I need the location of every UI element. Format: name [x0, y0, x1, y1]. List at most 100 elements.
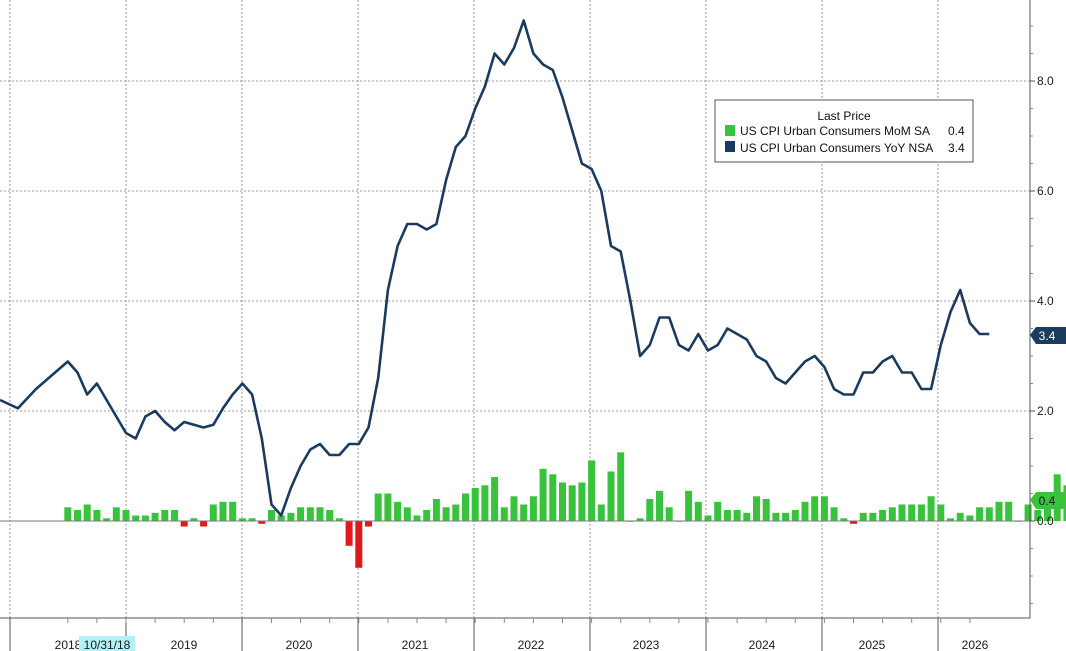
- mom-bar: [723, 510, 731, 521]
- mom-bar: [704, 515, 712, 521]
- legend: Last Price US CPI Urban Consumers MoM SA…: [714, 99, 974, 163]
- mom-bar: [985, 507, 993, 522]
- mom-bar: [481, 485, 489, 522]
- mom-bar: [248, 518, 256, 522]
- mom-bar: [917, 504, 925, 521]
- y-tick-label: 6.0: [1037, 184, 1054, 198]
- mom-bar: [782, 512, 790, 522]
- cursor-date-label: 10/31/18: [79, 636, 135, 651]
- mom-bar: [529, 496, 537, 522]
- mom-bar: [326, 510, 334, 521]
- mom-bar: [820, 496, 828, 522]
- mom-bar: [743, 512, 751, 522]
- mom-bar: [1024, 504, 1032, 521]
- mom-bar: [365, 521, 372, 527]
- mom-bar: [190, 518, 198, 522]
- mom-bars: [64, 452, 1066, 568]
- mom-bar: [355, 521, 363, 568]
- mom-bar: [141, 515, 149, 521]
- mom-bar: [850, 521, 857, 524]
- mom-bar: [772, 512, 780, 522]
- mom-bar: [588, 460, 596, 521]
- yoy-badge-shape: [1030, 327, 1066, 344]
- mom-bar: [801, 501, 809, 522]
- x-year-label: 2019: [171, 638, 198, 651]
- mom-bar: [413, 515, 421, 521]
- mom-bar: [491, 477, 499, 521]
- gridlines: [0, 0, 1030, 618]
- mom-bar: [200, 521, 208, 527]
- mom-bar: [898, 504, 906, 521]
- mom-bar: [1034, 510, 1042, 521]
- x-axis: 2018 2019 2020 2021 2022 2023 2024 2025 2026: [9, 618, 989, 651]
- legend-value-yoy: 3.4: [948, 141, 965, 155]
- x-year-label: 2020: [286, 638, 313, 651]
- mom-bar: [762, 499, 770, 521]
- mom-bar: [597, 504, 605, 521]
- mom-bar: [685, 490, 693, 522]
- mom-bar: [636, 518, 644, 522]
- mom-bar: [947, 518, 954, 522]
- mom-bar: [394, 501, 402, 522]
- mom-bar: [64, 507, 72, 522]
- yoy-line-group: [0, 19, 990, 517]
- mom-bar: [568, 485, 576, 522]
- mom-badge-text: 0.4: [1039, 494, 1056, 508]
- mom-bar: [656, 490, 663, 522]
- mom-bar: [714, 501, 722, 522]
- mom-bar: [694, 501, 702, 522]
- mom-bar: [423, 510, 431, 521]
- mom-bar: [559, 482, 566, 521]
- yoy-last-value-badge: 3.4: [1030, 327, 1066, 344]
- mom-bar: [995, 501, 1003, 522]
- y-tick-label: 2.0: [1037, 404, 1054, 418]
- mom-bar: [956, 512, 964, 522]
- mom-bar: [345, 521, 353, 546]
- mom-bar: [93, 510, 101, 521]
- mom-bar: [452, 504, 460, 521]
- mom-bar: [258, 521, 266, 524]
- mom-bar: [103, 518, 111, 522]
- yoy-badge-text: 3.4: [1039, 329, 1056, 343]
- x-year-label: 2018: [55, 638, 82, 651]
- mom-bar: [646, 499, 654, 521]
- mom-bar: [859, 512, 867, 522]
- mom-bar: [132, 515, 140, 521]
- mom-bar: [830, 507, 838, 522]
- x-year-label: 2026: [962, 638, 989, 651]
- mom-bar: [879, 510, 887, 521]
- mom-bar: [287, 512, 295, 522]
- x-year-label: 2024: [749, 638, 776, 651]
- mom-badge-shape: [1030, 492, 1066, 509]
- legend-title: Last Price: [817, 109, 871, 123]
- mom-bar: [219, 501, 227, 522]
- mom-bar: [432, 499, 440, 521]
- mom-bar: [238, 518, 246, 522]
- mom-bar: [888, 507, 896, 522]
- mom-bar: [607, 471, 615, 521]
- mom-bar: [617, 452, 625, 522]
- mom-bar: [549, 474, 557, 522]
- mom-bar: [869, 512, 877, 522]
- mom-bar: [122, 510, 130, 521]
- y-axis: 0.0 2.0 4.0 6.0 8.0: [1030, 25, 1054, 604]
- mom-bar: [268, 510, 275, 521]
- cursor-date-text: 10/31/18: [84, 638, 131, 651]
- mom-bar: [306, 507, 314, 522]
- mom-last-value-badge: 0.4: [1030, 492, 1066, 509]
- plot-background: [0, 0, 1030, 651]
- mom-bar: [277, 515, 285, 521]
- mom-bar: [937, 504, 945, 521]
- mom-bar: [927, 496, 935, 522]
- mom-bar: [665, 507, 673, 522]
- mom-bar: [335, 518, 343, 522]
- x-year-label: 2025: [859, 638, 886, 651]
- y-tick-label: 8.0: [1037, 74, 1054, 88]
- mom-bar: [753, 496, 760, 522]
- legend-swatch-yoy: [725, 141, 735, 152]
- mom-bar: [316, 507, 324, 522]
- mom-bar: [442, 507, 450, 522]
- mom-bar: [733, 510, 741, 521]
- mom-bar: [209, 504, 217, 521]
